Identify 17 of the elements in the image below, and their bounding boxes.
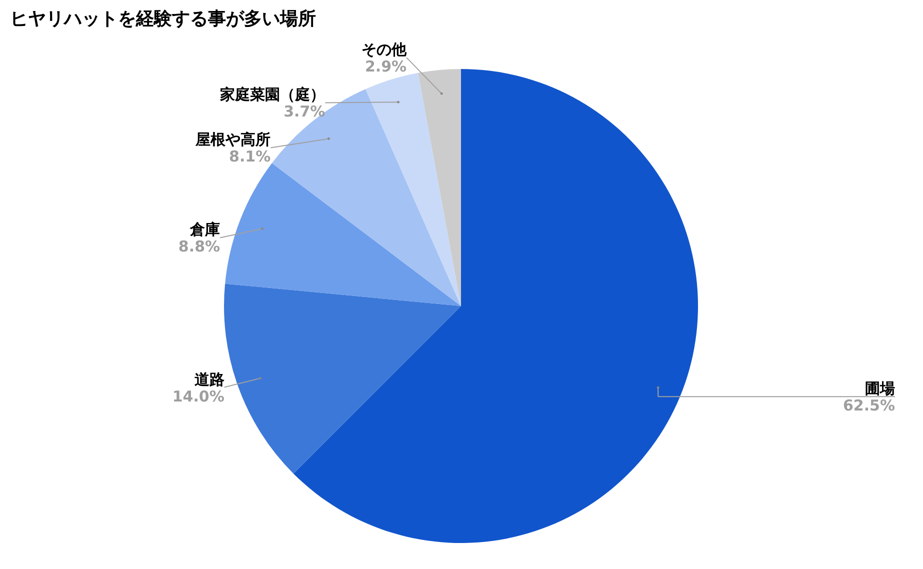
data-label: 3.7% — [284, 102, 326, 121]
data-label: 2.9% — [364, 58, 407, 76]
data-label: 62.5% — [842, 396, 895, 415]
data-label: 8.8% — [178, 238, 220, 256]
pie-slice — [418, 69, 461, 306]
pie-slice — [224, 284, 461, 474]
slice-label: 家庭菜園（庭） — [219, 86, 326, 104]
slice-label: その他 — [362, 40, 408, 59]
pie-slice — [366, 72, 461, 306]
slice-label: 圃場 — [865, 380, 895, 398]
pie-slice — [225, 163, 461, 306]
data-label: 14.0% — [172, 387, 224, 406]
slice-label: 屋根や高所 — [194, 130, 271, 149]
chart-title: ヒヤリハットを経験する事が多い場所 — [10, 8, 316, 30]
slice-label: 道路 — [194, 370, 224, 388]
slice-label: 倉庫 — [189, 220, 220, 239]
data-label: 8.1% — [229, 148, 271, 166]
